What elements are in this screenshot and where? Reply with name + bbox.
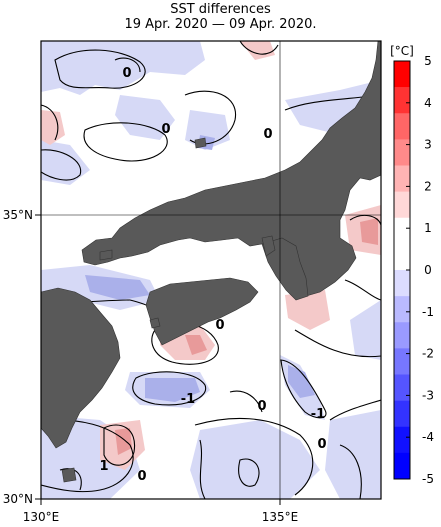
colorbar-tick-label: 3	[424, 138, 432, 152]
lon-label-130: 130°E	[23, 510, 60, 524]
colorbar-segment	[394, 191, 410, 219]
colorbar-segment	[394, 139, 410, 166]
contour-label: 0	[317, 437, 326, 452]
contour-label: -1	[181, 392, 195, 407]
colorbar-tick-label: -3	[422, 388, 434, 402]
colorbar-tick-label: 2	[424, 179, 432, 193]
colorbar-unit: [°C]	[390, 44, 414, 58]
colorbar-tick-label: 1	[424, 221, 432, 235]
lon-label-135: 135°E	[262, 510, 299, 524]
colorbar-segment	[394, 426, 410, 454]
colorbar-tick-label: 5	[424, 54, 432, 68]
contour-label: 0	[257, 399, 266, 414]
contour-label: 0	[215, 318, 224, 333]
contour-label: -1	[311, 407, 325, 422]
map-title: SST differences	[170, 2, 271, 17]
lat-label-35: 35°N	[3, 208, 33, 222]
colorbar-tick-label: -4	[422, 430, 434, 444]
map-frame	[40, 40, 382, 500]
land-mass	[41, 41, 381, 483]
axis-ticks	[35, 214, 281, 505]
contour-label: 0	[161, 122, 170, 137]
colorbar-tick-label: -5	[422, 472, 434, 486]
colorbar-tick-label: -2	[422, 347, 434, 361]
colorbar-segment	[394, 87, 410, 114]
colorbar-segment	[394, 322, 410, 349]
colorbar-segment	[394, 452, 410, 480]
colorbar-tick-label: 0	[424, 263, 432, 277]
contour-label: 0	[137, 469, 146, 484]
graticule	[41, 41, 381, 499]
colorbar-segment	[394, 374, 410, 401]
colorbar-tick-label: -1	[422, 305, 434, 319]
colorbar-segment	[394, 61, 410, 88]
colorbar-segment	[394, 270, 410, 297]
contour-label-group: 0 0 0 0 0 -1 -1 1 0 0	[99, 66, 326, 484]
contour-label: 0	[122, 66, 131, 81]
colorbar-segment	[394, 243, 410, 271]
colorbar-ticks: 5 4 3 2 1 0 -1 -2 -3 -4 -5	[406, 54, 434, 486]
strong-warm-anomaly-areas	[115, 218, 378, 455]
colorbar-tick-label: 4	[424, 96, 432, 110]
lat-label-30: 30°N	[3, 492, 33, 506]
colorbar-segment	[394, 348, 410, 375]
colorbar-segment	[394, 296, 410, 323]
map-subtitle: 19 Apr. 2020 — 09 Apr. 2020.	[124, 17, 317, 32]
contour-label: 0	[263, 127, 272, 142]
colorbar-segment	[394, 113, 410, 140]
contour-label: 1	[99, 459, 108, 474]
colorbar-segment	[394, 217, 410, 245]
colorbar-segment	[394, 165, 410, 192]
colorbar	[393, 60, 411, 480]
colorbar-segment	[394, 400, 410, 428]
